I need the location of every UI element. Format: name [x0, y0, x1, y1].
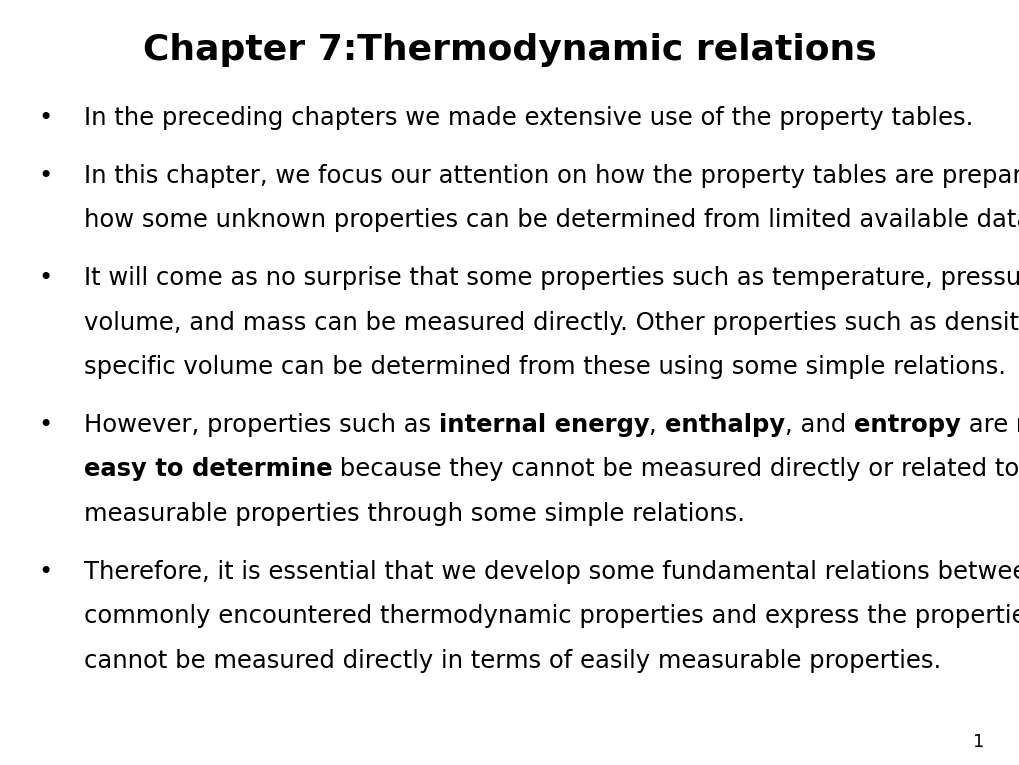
Text: commonly encountered thermodynamic properties and express the properties that: commonly encountered thermodynamic prope… — [84, 604, 1019, 628]
Text: It will come as no surprise that some properties such as temperature, pressure,: It will come as no surprise that some pr… — [84, 266, 1019, 290]
Text: 1: 1 — [972, 733, 983, 751]
Text: •: • — [39, 413, 53, 437]
Text: •: • — [39, 164, 53, 187]
Text: •: • — [39, 560, 53, 584]
Text: entropy: entropy — [853, 413, 960, 437]
Text: how some unknown properties can be determined from limited available data.: how some unknown properties can be deter… — [84, 208, 1019, 232]
Text: easy to determine: easy to determine — [84, 457, 332, 481]
Text: volume, and mass can be measured directly. Other properties such as density and: volume, and mass can be measured directl… — [84, 311, 1019, 334]
Text: because they cannot be measured directly or related to easily: because they cannot be measured directly… — [332, 457, 1019, 481]
Text: measurable properties through some simple relations.: measurable properties through some simpl… — [84, 502, 744, 526]
Text: Therefore, it is essential that we develop some fundamental relations between: Therefore, it is essential that we devel… — [84, 560, 1019, 584]
Text: ,: , — [648, 413, 664, 437]
Text: •: • — [39, 106, 53, 129]
Text: enthalpy: enthalpy — [664, 413, 784, 437]
Text: cannot be measured directly in terms of easily measurable properties.: cannot be measured directly in terms of … — [84, 649, 940, 672]
Text: In this chapter, we focus our attention on how the property tables are prepared : In this chapter, we focus our attention … — [84, 164, 1019, 187]
Text: not so: not so — [1015, 413, 1019, 437]
Text: However, properties such as: However, properties such as — [84, 413, 438, 437]
Text: internal energy: internal energy — [438, 413, 648, 437]
Text: , and: , and — [784, 413, 853, 437]
Text: specific volume can be determined from these using some simple relations.: specific volume can be determined from t… — [84, 355, 1005, 379]
Text: In the preceding chapters we made extensive use of the property tables.: In the preceding chapters we made extens… — [84, 106, 972, 129]
Text: Chapter 7:Thermodynamic relations: Chapter 7:Thermodynamic relations — [143, 33, 876, 67]
Text: are: are — [960, 413, 1015, 437]
Text: •: • — [39, 266, 53, 290]
